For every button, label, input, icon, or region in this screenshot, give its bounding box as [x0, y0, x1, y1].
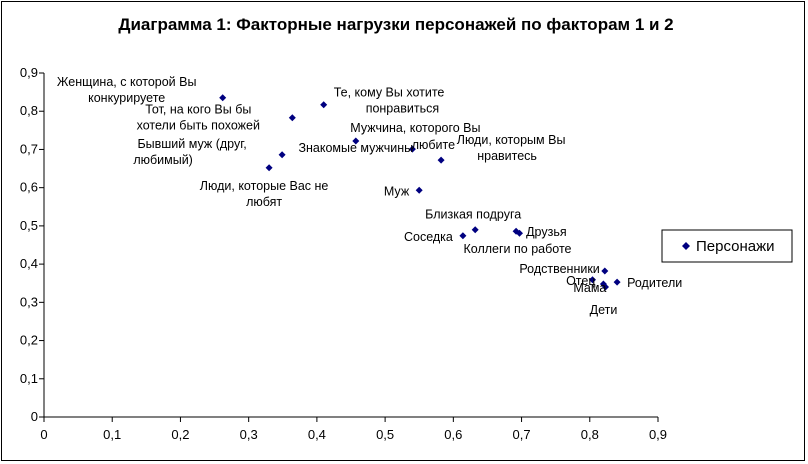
point-label: Тот, на кого Вы бы хотели быть похожей — [137, 103, 260, 133]
data-point — [408, 145, 416, 153]
data-point — [415, 186, 423, 194]
point-label: Те, кому Вы хотите понравиться — [334, 86, 445, 116]
point-label: Мужчина, которого Вы любите — [350, 121, 480, 152]
y-tick-label: 0,9 — [20, 65, 38, 80]
point-label: Муж — [384, 184, 410, 198]
point-label: Родственники — [519, 262, 599, 276]
x-tick-label: 0,9 — [649, 427, 667, 442]
point-label: Люди, которые Вас не любят — [200, 179, 329, 209]
point-label: Мама — [573, 281, 606, 295]
y-tick-label: 0,2 — [20, 333, 38, 348]
data-point — [437, 156, 445, 164]
data-points — [219, 94, 621, 291]
data-point — [613, 278, 621, 286]
point-label: Соседка — [404, 230, 453, 244]
point-label: Родители — [627, 276, 682, 290]
data-point — [471, 226, 479, 234]
x-tick-label: 0,7 — [513, 427, 531, 442]
y-tick-label: 0,3 — [20, 294, 38, 309]
data-point — [601, 267, 609, 275]
data-point — [265, 164, 273, 172]
x-tick-label: 0,2 — [171, 427, 189, 442]
data-point — [459, 232, 467, 240]
axes: 0 0,1 0,2 0,3 0,4 0,5 0,6 0,7 0,8 0,9 0 0,1 0,2 0,3 0,… — [20, 65, 667, 442]
data-point — [352, 137, 360, 145]
y-tick-label: 0,8 — [20, 103, 38, 118]
data-point — [516, 229, 523, 237]
legend-label: Персонажи — [696, 238, 775, 255]
y-tick-label: 0 — [31, 409, 38, 424]
point-label: Люди, которым Вы нравитесь — [457, 133, 566, 163]
x-tick-label: 0,3 — [240, 427, 258, 442]
point-label: Отец — [566, 274, 595, 288]
y-tick-label: 0,4 — [20, 256, 38, 271]
x-tick-label: 0,1 — [103, 427, 121, 442]
x-tick-label: 0,4 — [308, 427, 326, 442]
data-point — [320, 101, 328, 109]
point-label: Коллеги по работе — [464, 242, 572, 256]
data-point — [278, 151, 286, 159]
data-point — [219, 94, 227, 102]
x-tick-label: 0,5 — [376, 427, 394, 442]
y-tick-label: 0,6 — [20, 180, 38, 195]
point-label: Бывший муж (друг, любимый) — [133, 137, 246, 167]
data-point — [589, 276, 596, 284]
point-label: Женщина, с которой Вы конкурируете — [57, 75, 197, 105]
point-label: Друзья — [526, 225, 567, 239]
point-label: Знакомые мужчины — [298, 141, 413, 155]
chart-title: Диаграмма 1: Факторные нагрузки персонаж… — [118, 15, 673, 34]
data-point — [602, 283, 609, 291]
x-tick-label: 0,6 — [444, 427, 462, 442]
y-tick-label: 0,5 — [20, 218, 38, 233]
legend-marker — [682, 242, 690, 250]
y-tick-label: 0,1 — [20, 371, 38, 386]
y-tick-label: 0,7 — [20, 141, 38, 156]
x-tick-label: 0 — [40, 427, 47, 442]
data-point — [288, 114, 296, 122]
point-label: Близкая подруга — [425, 208, 521, 222]
x-tick-label: 0,8 — [581, 427, 599, 442]
point-label: Дети — [590, 303, 618, 317]
